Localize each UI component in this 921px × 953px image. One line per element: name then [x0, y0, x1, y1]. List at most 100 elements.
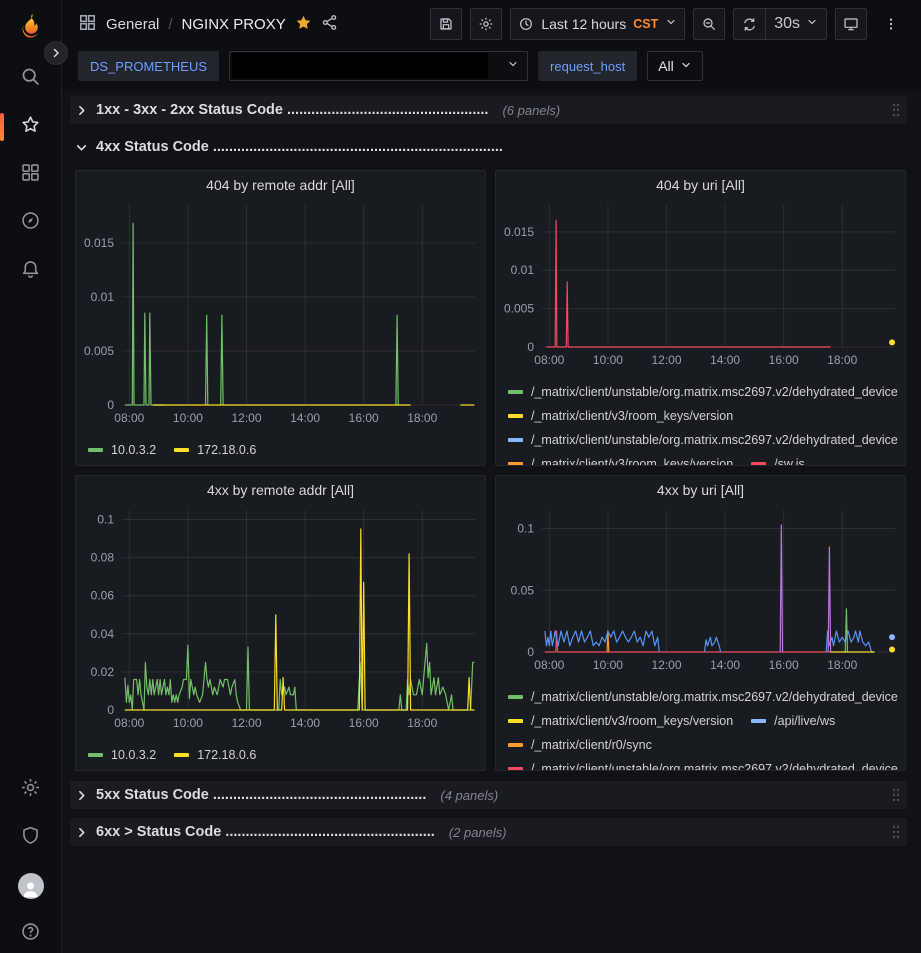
svg-text:0.1: 0.1 [517, 522, 534, 536]
row-drag-handle[interactable] [891, 102, 901, 118]
time-range-label: Last 12 hours [541, 16, 627, 32]
legend-item[interactable]: /sw.js [751, 457, 805, 465]
svg-text:18:00: 18:00 [827, 353, 857, 367]
legend-swatch [751, 719, 767, 723]
panel-title[interactable]: 4xx by uri [All] [656, 482, 745, 498]
legend-swatch [508, 438, 523, 442]
svg-text:0.015: 0.015 [504, 225, 534, 239]
legend-item[interactable]: /_matrix/client/unstable/org.matrix.msc2… [508, 690, 898, 704]
legend-item[interactable]: /_matrix/client/unstable/org.matrix.msc2… [508, 433, 898, 447]
search-icon [20, 66, 41, 92]
panel-title[interactable]: 404 by uri [All] [656, 177, 745, 193]
legend-item[interactable]: /_matrix/client/v3/room_keys/version [508, 457, 733, 465]
dashboard-title[interactable]: NGINX PROXY [181, 15, 286, 33]
svg-text:0.005: 0.005 [504, 302, 534, 316]
legend-item[interactable]: /_matrix/client/unstable/org.matrix.msc2… [508, 762, 898, 770]
svg-text:0.02: 0.02 [91, 665, 115, 679]
panel-legend: 10.0.3.2 172.18.0.6 [76, 739, 485, 767]
sidebar-item-server-admin[interactable] [4, 826, 58, 849]
legend-row: /_matrix/client/unstable/org.matrix.msc2… [508, 428, 898, 452]
legend-item[interactable]: /_matrix/client/r0/sync [508, 738, 652, 752]
sidebar-item-alerting[interactable] [4, 260, 58, 282]
time-series-plot: 0 0.005 0.01 0.015 08:00 10:00 12:00 14:00 16:00… [496, 199, 905, 376]
svg-text:0.01: 0.01 [511, 263, 535, 277]
grafana-logo[interactable] [17, 12, 45, 40]
row-4xx[interactable]: 4xx Status Code ........................… [70, 133, 907, 161]
refresh-button[interactable] [734, 9, 765, 39]
legend-item[interactable]: 172.18.0.6 [174, 748, 256, 762]
legend-label: /_matrix/client/v3/room_keys/version [531, 457, 734, 465]
row-6xx[interactable]: 6xx > Status Code ......................… [70, 818, 907, 846]
row-1xx-3xx-2xx[interactable]: 1xx - 3xx - 2xx Status Code ............… [70, 96, 907, 124]
sidebar-item-help[interactable] [4, 923, 58, 945]
panel-title[interactable]: 404 by remote addr [All] [206, 177, 355, 193]
legend-label: /_matrix/client/v3/room_keys/version [531, 714, 734, 728]
svg-text:18:00: 18:00 [407, 411, 437, 425]
dashboard-settings-button[interactable] [470, 8, 503, 40]
sidebar-item-configuration[interactable] [4, 778, 58, 801]
svg-text:0: 0 [107, 398, 114, 412]
legend-row: /_matrix/client/v3/room_keys/version [508, 404, 895, 428]
svg-text:0: 0 [107, 703, 114, 717]
legend-swatch [508, 695, 523, 699]
sidebar-item-profile[interactable] [4, 873, 58, 899]
legend-item[interactable]: /api/live/ws [751, 714, 835, 728]
request-host-value: All [658, 58, 674, 74]
sidebar-item-explore[interactable] [4, 212, 58, 234]
row-drag-handle[interactable] [891, 824, 901, 840]
sidebar-item-search[interactable] [4, 68, 58, 90]
variable-label-request-host: request_host [538, 51, 638, 81]
row-title: 4xx Status Code ........................… [96, 139, 503, 155]
svg-text:12:00: 12:00 [651, 353, 681, 367]
legend-item[interactable]: /_matrix/client/unstable/org.matrix.msc2… [508, 385, 898, 399]
datasource-select[interactable] [229, 51, 529, 81]
share-icon[interactable] [321, 14, 338, 35]
zoom-out-time-button[interactable] [693, 8, 726, 40]
legend-item[interactable]: /_matrix/client/v3/room_keys/version [508, 714, 733, 728]
legend-item[interactable]: 172.18.0.6 [174, 443, 256, 457]
star-icon [20, 114, 41, 140]
request-host-select[interactable]: All [647, 51, 703, 81]
chart-svg: 0 0.05 0.1 08:00 10:00 12:00 14:00 16:00 18:00 [511, 510, 896, 672]
panel-404-by-uri: 404 by uri [All] 0 0.005 0.01 0.015 08:00 10:… [495, 170, 906, 466]
save-dashboard-button[interactable] [430, 8, 463, 40]
svg-text:10:00: 10:00 [593, 353, 623, 367]
row-title: 5xx Status Code ........................… [96, 787, 427, 803]
svg-text:08:00: 08:00 [114, 716, 144, 730]
legend-swatch [88, 448, 103, 452]
more-options-button[interactable] [875, 8, 907, 40]
legend-swatch [751, 462, 767, 465]
save-icon [440, 18, 452, 30]
legend-item[interactable]: /_matrix/client/v3/room_keys/version [508, 409, 733, 423]
legend-swatch [508, 719, 523, 723]
row-drag-handle[interactable] [891, 787, 901, 803]
panel-legend: 10.0.3.2 172.18.0.6 [76, 434, 485, 462]
refresh-interval-value: 30s [774, 15, 800, 32]
chart-svg: 0 0.02 0.04 0.06 0.08 0.1 08:00 10:00 12:00 14:00… [91, 510, 475, 730]
chevron-down-icon [665, 15, 677, 33]
svg-text:10:00: 10:00 [593, 658, 623, 672]
zoom-out-icon [703, 18, 716, 30]
refresh-interval-select[interactable]: 30s [765, 9, 826, 39]
sidebar [0, 0, 68, 953]
chevron-down-icon [74, 141, 88, 154]
dashboard-grid-icon [78, 13, 97, 36]
legend-item[interactable]: 10.0.3.2 [88, 748, 156, 762]
sidebar-expand-button[interactable] [44, 41, 68, 65]
favorite-star-icon[interactable] [295, 14, 312, 35]
svg-text:14:00: 14:00 [290, 411, 320, 425]
sidebar-item-dashboards[interactable] [4, 164, 58, 186]
svg-text:0: 0 [527, 340, 534, 354]
time-range-picker[interactable]: Last 12 hours CST [510, 8, 686, 40]
breadcrumb: General / NGINX PROXY [78, 13, 338, 36]
cycle-view-mode-button[interactable] [835, 8, 867, 40]
breadcrumb-folder[interactable]: General [106, 15, 160, 33]
panel-title[interactable]: 4xx by remote addr [All] [206, 482, 355, 498]
legend-item[interactable]: 10.0.3.2 [88, 443, 156, 457]
legend-row: /_matrix/client/r0/sync [508, 733, 895, 757]
svg-text:10:00: 10:00 [173, 716, 203, 730]
legend-row: 10.0.3.2 172.18.0.6 [88, 438, 475, 462]
chevron-down-icon [806, 15, 818, 33]
sidebar-item-starred[interactable] [0, 113, 58, 141]
row-5xx[interactable]: 5xx Status Code ........................… [70, 781, 907, 809]
